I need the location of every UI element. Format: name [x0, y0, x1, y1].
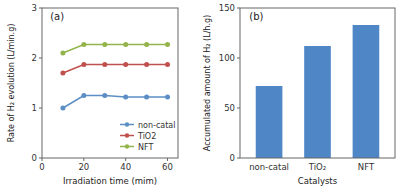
panel: 0 1 2 3 0 20 40 60 non-catal TiO2 NFT (a) Irradiatio…	[7, 3, 178, 186]
y-tick-label: 1	[32, 103, 37, 113]
marks	[256, 25, 380, 158]
x-axis-label: Catalysts	[298, 176, 338, 186]
legend-marker	[125, 144, 129, 148]
legend-label: NFT	[138, 143, 153, 152]
series-point	[165, 95, 170, 100]
plot-frame	[42, 8, 178, 158]
x-tick-label: 20	[78, 162, 89, 172]
y-tick-label: 3	[32, 3, 37, 13]
legend-label: TiO2	[137, 132, 156, 141]
legend-marker	[125, 122, 129, 126]
panel-label: (a)	[50, 11, 64, 22]
marks	[60, 42, 170, 111]
series-point	[123, 95, 128, 100]
x-tick-label: TiO₂	[308, 162, 326, 172]
x-tick-label: 0	[39, 162, 44, 172]
y-tick-label: 2	[32, 53, 37, 63]
series-point	[102, 62, 107, 67]
series-point	[144, 95, 149, 100]
y-axis-label: Accumulated amount of H₂ (L/h.g)	[203, 15, 212, 151]
series-point	[144, 42, 149, 47]
series-point	[165, 62, 170, 67]
x-axis-label: Irradiation time (mim)	[63, 176, 157, 186]
panel: 0 50 100 150 non-catal TiO₂ NFT (b) Catalysts Acc…	[203, 3, 395, 186]
series-point	[165, 42, 170, 47]
series-point	[60, 51, 65, 56]
series-point	[102, 42, 107, 47]
series-point	[123, 62, 128, 67]
series-line	[63, 65, 168, 74]
legend: non-catal TiO2 NFT	[120, 121, 175, 152]
series-point	[81, 93, 86, 98]
series-line	[63, 96, 168, 109]
series-point	[144, 62, 149, 67]
y-tick-label: 0	[32, 153, 37, 163]
x-tick-label: 40	[120, 162, 131, 172]
bar	[353, 25, 380, 158]
y-tick-label: 50	[224, 103, 235, 113]
bar	[304, 46, 331, 158]
y-tick-label: 0	[230, 153, 235, 163]
legend-label: non-catal	[138, 121, 175, 130]
y-tick-label: 100	[219, 53, 235, 63]
panel-label: (b)	[249, 11, 263, 22]
plot-frame	[240, 8, 395, 158]
bar	[256, 86, 283, 158]
x-tick-label: NFT	[358, 162, 375, 172]
series-point	[81, 62, 86, 67]
series-point	[81, 42, 86, 47]
series-line	[63, 45, 168, 54]
y-axis-label: Rate of H₂ evolution (L/min.g)	[7, 24, 16, 143]
x-tick-label: 60	[162, 162, 173, 172]
y-tick-label: 150	[219, 3, 235, 13]
series-point	[60, 106, 65, 111]
x-tick-label: non-catal	[249, 162, 289, 172]
series-point	[60, 71, 65, 76]
series-point	[102, 93, 107, 98]
legend-marker	[125, 133, 129, 137]
series-point	[123, 42, 128, 47]
chart-root: 0 1 2 3 0 20 40 60 non-catal TiO2 NFT (a) Irradiatio…	[0, 0, 403, 194]
